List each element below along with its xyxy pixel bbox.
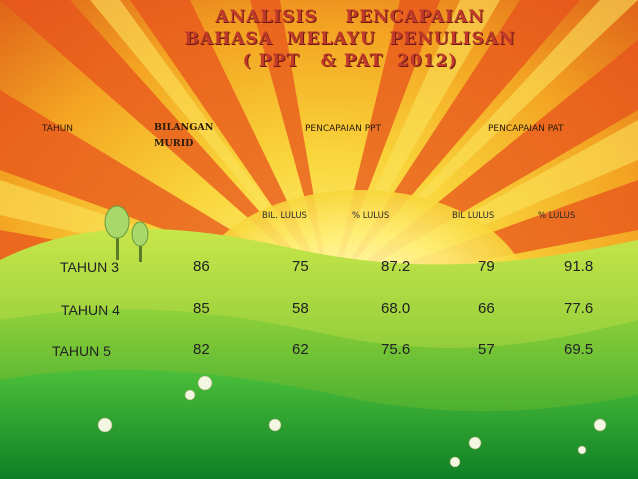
- row-murid: 82: [193, 341, 210, 358]
- row-ppt-pct-lulus: 75.6: [381, 341, 410, 358]
- title-line-3: ( PPT & PAT 2012): [150, 50, 550, 72]
- row-murid: 85: [193, 300, 210, 317]
- row-ppt-pct-lulus: 87.2: [381, 258, 410, 275]
- row-tahun: TAHUN 3: [60, 259, 119, 275]
- subheader-pat-pct-lulus: % LULUS: [538, 211, 575, 221]
- row-ppt-bil-lulus: 75: [292, 258, 309, 275]
- header-murid: MURID: [154, 136, 213, 152]
- header-bilangan: BILANGAN: [154, 120, 213, 136]
- row-ppt-bil-lulus: 62: [292, 341, 309, 358]
- row-pat-pct-lulus: 69.5: [564, 341, 593, 358]
- title-line-1: ANALISIS PENCAPAIAN: [150, 6, 550, 28]
- row-pat-pct-lulus: 77.6: [564, 300, 593, 317]
- row-pat-pct-lulus: 91.8: [564, 258, 593, 275]
- row-tahun: TAHUN 4: [61, 302, 120, 318]
- subheader-pat-bil-lulus: BIL LULUS: [452, 211, 494, 221]
- row-tahun: TAHUN 5: [52, 343, 111, 359]
- subheader-ppt-bil-lulus: BIL. LULUS: [262, 211, 307, 221]
- row-ppt-bil-lulus: 58: [292, 300, 309, 317]
- row-ppt-pct-lulus: 68.0: [381, 300, 410, 317]
- header-bilangan-murid: BILANGAN MURID: [154, 120, 213, 152]
- subheader-ppt-pct-lulus: % LULUS: [352, 211, 389, 221]
- row-pat-bil-lulus: 79: [478, 258, 495, 275]
- slide-title: ANALISIS PENCAPAIAN BAHASA MELAYU PENULI…: [150, 6, 550, 72]
- header-pencapaian-ppt: PENCAPAIAN PPT: [305, 124, 381, 134]
- title-line-2: BAHASA MELAYU PENULISAN: [150, 28, 550, 50]
- row-murid: 86: [193, 258, 210, 275]
- header-pencapaian-pat: PENCAPAIAN PAT: [488, 124, 564, 134]
- header-tahun: TAHUN: [42, 124, 73, 134]
- row-pat-bil-lulus: 66: [478, 300, 495, 317]
- row-pat-bil-lulus: 57: [478, 341, 495, 358]
